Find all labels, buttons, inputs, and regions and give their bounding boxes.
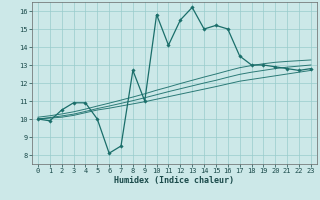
X-axis label: Humidex (Indice chaleur): Humidex (Indice chaleur)	[115, 176, 234, 185]
